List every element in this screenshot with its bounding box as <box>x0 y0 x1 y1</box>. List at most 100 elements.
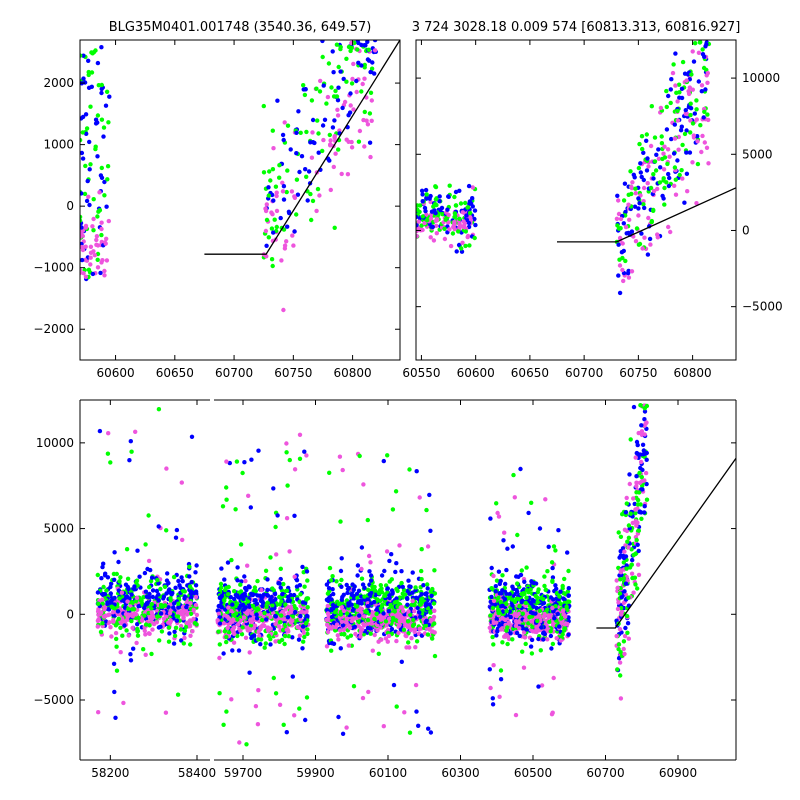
bottom-cluster3-point <box>500 588 505 593</box>
top_right-cluster0-point <box>463 200 468 206</box>
top_left-cluster1-point <box>304 174 309 179</box>
bottom-cluster3-point <box>541 637 546 642</box>
top_right-cluster1-point <box>678 128 684 133</box>
bottom-xtick-label: 60300 <box>441 766 479 780</box>
bottom-cluster3-point <box>494 578 500 583</box>
top_left-cluster1-point <box>359 89 364 94</box>
bottom-cluster4-point <box>618 673 623 678</box>
bottom-cluster1-point <box>280 592 285 597</box>
bottom-cluster1-point <box>235 622 241 627</box>
bottom-cluster4-point <box>637 470 642 476</box>
bottom-cluster3-point <box>566 632 571 637</box>
bottom-cluster1-point <box>217 621 223 626</box>
bottom-cluster0-point <box>182 635 187 641</box>
bottom-cluster2-point <box>432 653 438 659</box>
bottom-cluster2-point <box>405 602 410 607</box>
bottom-cluster0-point <box>149 575 155 580</box>
bottom-cluster0-point <box>143 622 149 627</box>
top_left-cluster0-point <box>101 134 106 139</box>
bottom-cluster3-point <box>524 588 529 593</box>
bottom-cluster4-point <box>635 586 640 591</box>
bottom-cluster0-point <box>159 629 165 634</box>
top_left-cluster1-point <box>277 163 282 168</box>
top_right-cluster1-point <box>666 183 672 189</box>
bottom-cluster1-point <box>228 595 233 600</box>
bottom-cluster0-point <box>183 608 188 613</box>
top_left-ytick-label: −1000 <box>33 261 74 275</box>
bottom-cluster0-point <box>134 580 139 585</box>
bottom-cluster2-point <box>348 633 354 638</box>
top_right-cluster1-point <box>661 196 666 201</box>
top_right-cluster1-point <box>615 193 620 198</box>
bottom-cluster4-point <box>629 571 635 576</box>
top_right-cluster1-point <box>705 80 710 86</box>
top_left-cluster1-point <box>268 178 273 183</box>
top_left-cluster0-point <box>83 225 89 230</box>
bottom-cluster2-point <box>366 553 372 559</box>
bottom-cluster2-point <box>379 573 385 578</box>
top_right-cluster1-point <box>644 132 649 137</box>
bottom-cluster4-point <box>618 570 624 575</box>
bottom-cluster1-point <box>229 608 234 614</box>
top_left-cluster0-point <box>80 53 83 58</box>
bottom-cluster3-point <box>515 581 520 586</box>
top_left-cluster0-point <box>82 80 88 85</box>
bottom-cluster3-point <box>488 685 493 691</box>
bottom-cluster2-point <box>406 609 411 614</box>
top_left-cluster1-point <box>281 307 286 313</box>
bottom-cluster0-point <box>102 607 107 612</box>
bottom-cluster3-point <box>496 610 501 616</box>
top_left-cluster1-point <box>271 230 276 235</box>
bottom-cluster4-point <box>621 639 627 644</box>
bottom-cluster2-point <box>334 622 340 627</box>
bottom-cluster2-point <box>371 599 377 605</box>
bottom-cluster2-point <box>359 576 365 581</box>
bottom-cluster2-point <box>340 623 346 628</box>
top_left-cluster0-point <box>93 121 99 126</box>
top_left-cluster1-point <box>275 98 280 103</box>
top_right-cluster1-point <box>688 130 693 135</box>
bottom-cluster4-point <box>623 625 628 631</box>
top_right-cluster0-point <box>429 209 435 214</box>
bottom-cluster2-point <box>329 597 334 602</box>
top_right-cluster0-point <box>431 238 437 243</box>
bottom-cluster4-point <box>636 528 641 533</box>
top_right-cluster1-point <box>688 118 693 123</box>
bottom-cluster1-point <box>237 740 242 745</box>
top_right-cluster0-point <box>422 220 427 226</box>
top_left-cluster0-point <box>80 191 84 196</box>
top_right-cluster1-point <box>655 232 660 237</box>
bottom-cluster2-point <box>413 585 418 590</box>
bottom-cluster2-point <box>399 618 405 623</box>
top_left-cluster1-point <box>279 258 284 263</box>
top_left-cluster0-point <box>99 165 105 171</box>
bottom-cluster4-point <box>618 610 624 616</box>
bottom-cluster0-point <box>175 614 181 619</box>
bottom-cluster3-point <box>550 605 555 611</box>
bottom-cluster0-point <box>95 624 101 629</box>
bottom-cluster1-point <box>292 513 297 518</box>
top_left-cluster0-point <box>88 104 93 109</box>
top_right-cluster0-point <box>472 216 477 222</box>
bottom-cluster2-point <box>360 695 366 701</box>
top_right-cluster1-point <box>675 118 681 123</box>
bottom-cluster4-point <box>621 600 626 606</box>
bottom-cluster4-point <box>629 562 634 567</box>
bottom-cluster2-point <box>336 714 341 720</box>
bottom-cluster2-point <box>417 495 422 500</box>
bottom-cluster0-point <box>112 577 117 582</box>
bottom-cluster3-point <box>549 646 554 651</box>
bottom-cluster1-point <box>232 612 237 618</box>
top_left-cluster1-point <box>324 101 329 106</box>
top_left-cluster1-point <box>368 90 374 96</box>
bottom-cluster1-point <box>271 675 276 681</box>
bottom-cluster2-point <box>324 607 330 613</box>
top_left-cluster0-point <box>102 179 107 185</box>
bottom-cluster3-point <box>529 500 534 505</box>
top_right-cluster1-point <box>706 161 711 166</box>
bottom-cluster2-point <box>427 602 432 607</box>
bottom-cluster2-point <box>374 611 379 617</box>
bottom-cluster2-point <box>378 606 383 611</box>
top_right-cluster0-point <box>424 192 429 197</box>
bottom-cluster4-point <box>614 578 619 583</box>
